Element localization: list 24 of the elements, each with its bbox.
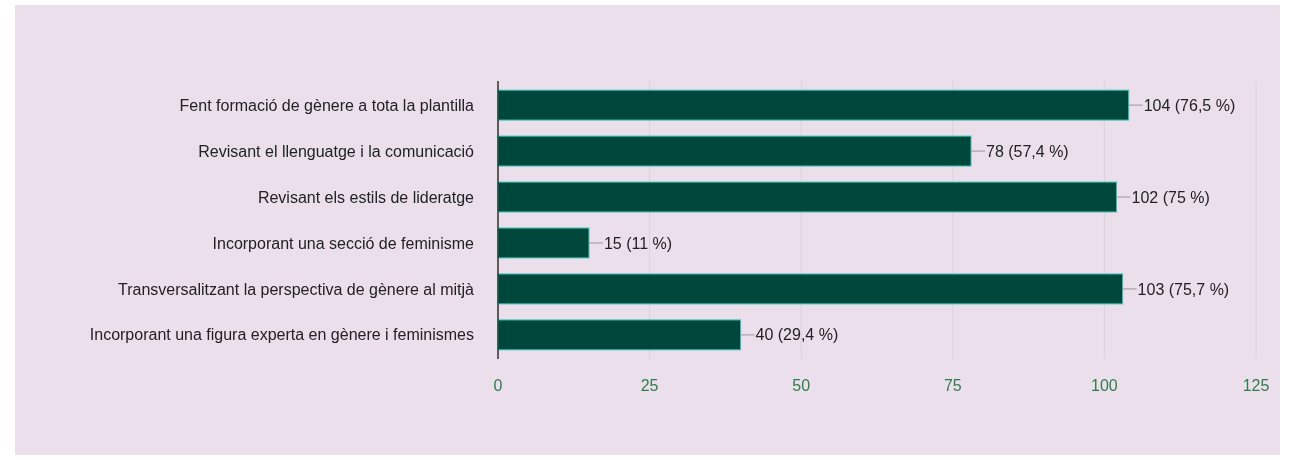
data-label: 15 (11 %) bbox=[603, 234, 673, 252]
x-tick-label: 75 bbox=[943, 377, 962, 394]
y-tick-label: Transversalitzant la perspectiva de gènere al mitjà bbox=[117, 280, 475, 298]
y-tick-label: Incorporant una secció de feminisme bbox=[212, 234, 475, 252]
y-tick-label: Revisant els estils de lideratge bbox=[257, 188, 475, 206]
y-tick-label: Fent formació de gènere a tota la plantilla bbox=[179, 96, 475, 114]
bar bbox=[497, 227, 590, 259]
x-tick-label: 125 bbox=[1242, 377, 1270, 394]
data-label: 103 (75,7 %) bbox=[1137, 280, 1230, 298]
x-tick-label: 0 bbox=[493, 377, 503, 394]
x-tick-label: 50 bbox=[792, 377, 811, 394]
y-tick-label: Revisant el llenguatge i la comunicació bbox=[198, 142, 475, 160]
bar bbox=[497, 273, 1124, 305]
x-tick-label: 25 bbox=[640, 377, 659, 394]
data-label: 104 (76,5 %) bbox=[1143, 96, 1236, 114]
x-tick-label: 100 bbox=[1091, 377, 1118, 394]
data-label: 78 (57,4 %) bbox=[985, 142, 1069, 160]
bar bbox=[497, 89, 1130, 121]
data-label: 40 (29,4 %) bbox=[755, 326, 839, 344]
y-tick-label: Incorporant una figura experta en gènere i feminismes bbox=[89, 326, 474, 344]
bar bbox=[497, 135, 972, 167]
data-label: 102 (75 %) bbox=[1131, 188, 1210, 206]
bar bbox=[497, 319, 742, 351]
bar bbox=[497, 181, 1118, 213]
